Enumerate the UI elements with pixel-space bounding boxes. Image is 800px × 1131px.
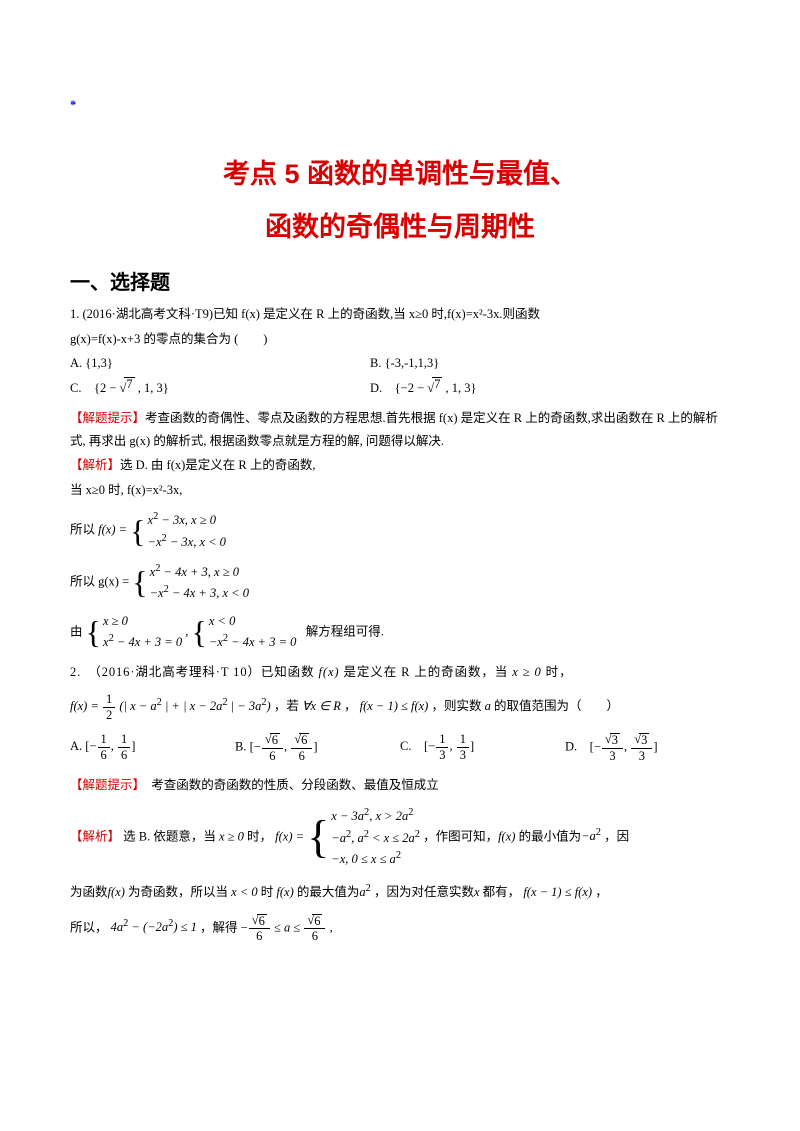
gx-piecewise: 所以 g(x) = { x2 − 4x + 3, x ≥ 0 −x2 − 4x …: [70, 561, 730, 604]
q1-ans-l2: 当 x≥0 时, f(x)=x²-3x,: [70, 479, 730, 502]
q2-ans-piecewise: 【解析】 选 B. 依题意，当 x ≥ 0 时， f(x) = { x − 3a…: [70, 805, 730, 870]
corner-marker: *: [70, 94, 76, 117]
system-equations: 由 { x ≥ 0 x2 − 4x + 3 = 0 , { x < 0 −x2 …: [70, 612, 730, 653]
q1-optD: D. {−2 − √7 , 1, 3}: [370, 377, 477, 400]
q1-optA: A. {1,3}: [70, 352, 370, 375]
main-title-2: 函数的奇偶性与周期性: [70, 203, 730, 252]
q1-optC: C. {2 − √7 , 1, 3}: [70, 377, 370, 400]
ans-label: 【解析】: [70, 829, 120, 843]
hint-label: 【解题提示】: [70, 411, 145, 425]
q1-hint: 【解题提示】考查函数的奇偶性、零点及函数的方程思想.首先根据 f(x) 是定义在…: [70, 407, 730, 452]
q2-stem-line1: 2. （2016·湖北高考理科·T 10）已知函数 f(x) 是定义在 R 上的…: [70, 661, 730, 684]
q2-ans-line2: 为函数f(x) 为奇函数，所以当 x < 0 时 f(x) 的最大值为a2 ，因…: [70, 880, 730, 904]
q1-stem-line1: 1. (2016·湖北高考文科·T9)已知 f(x) 是定义在 R 上的奇函数,…: [70, 303, 730, 326]
q1-options-cd: C. {2 − √7 , 1, 3} D. {−2 − √7 , 1, 3}: [70, 377, 730, 400]
q2-optD: D. [−√33, √33]: [565, 733, 730, 762]
q2-optC: C. [−13, 13]: [400, 733, 565, 762]
q2-options: A. [−16, 16] B. [−√66, √66] C. [−13, 13]…: [70, 733, 730, 762]
q1-ans-l1: 【解析】选 D. 由 f(x)是定义在 R 上的奇函数,: [70, 454, 730, 477]
fx-piecewise: 所以 f(x) = { x2 − 3x, x ≥ 0 −x2 − 3x, x <…: [70, 509, 730, 552]
q1-stem-line2: g(x)=f(x)-x+3 的零点的集合为 ( ): [70, 328, 730, 351]
q2-optB: B. [−√66, √66]: [235, 733, 400, 762]
q2-fx-def: f(x) = 12 (| x − a2 | + | x − 2a2 | − 3a…: [70, 693, 730, 721]
q2-ans-line3: 所以， 4a2 − (−2a2) ≤ 1 ，解得 −√66 ≤ a ≤ √66 …: [70, 914, 730, 943]
section-heading: 一、选择题: [70, 265, 730, 301]
q1-options-ab: A. {1,3} B. {-3,-1,1,3}: [70, 352, 730, 375]
q1-optB: B. {-3,-1,1,3}: [370, 352, 439, 375]
q2-optA: A. [−16, 16]: [70, 733, 235, 762]
ans-label: 【解析】: [70, 458, 120, 472]
q2-hint: 【解题提示】 考查函数的奇函数的性质、分段函数、最值及恒成立: [70, 774, 730, 797]
hint-label: 【解题提示】: [70, 778, 139, 792]
main-title-1: 考点 5 函数的单调性与最值、: [70, 150, 730, 199]
